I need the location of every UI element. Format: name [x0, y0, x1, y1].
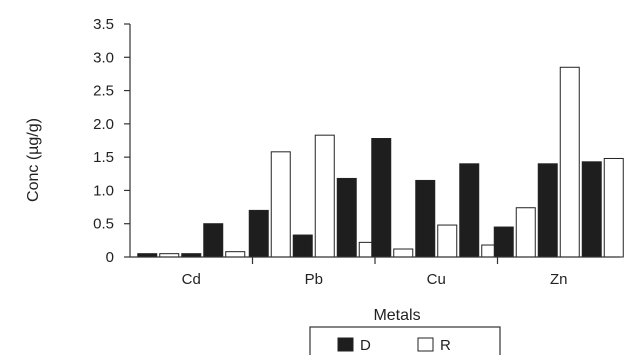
- bar-pb-d: [248, 209, 269, 258]
- y-tick-label: 0: [106, 249, 114, 266]
- bar-zn-d: [581, 161, 602, 258]
- legend-label-r: R: [440, 337, 451, 354]
- legend-swatch-r: [417, 337, 434, 352]
- bar-cd-r: [225, 251, 246, 258]
- bar-cd-d: [203, 223, 224, 258]
- x-tick-label: Zn: [550, 271, 568, 288]
- bar-zn-r: [559, 66, 580, 258]
- y-tick-label: 2.0: [93, 116, 114, 133]
- bar-cu-d: [459, 163, 480, 258]
- legend-label-d: D: [360, 337, 371, 354]
- bar-cu-d: [415, 179, 436, 258]
- x-tick-label: Pb: [305, 271, 323, 288]
- x-tick-label: Cu: [427, 271, 446, 288]
- bar-zn-r: [603, 157, 624, 258]
- bar-pb-r: [270, 151, 291, 258]
- bar-cu-r: [437, 224, 458, 258]
- axes: 0 0.5 1.0 1.5 2.0 2.5 3.0 3.5 Cd Pb Cu Zn: [93, 16, 620, 288]
- y-tick-label: 1.5: [93, 149, 114, 166]
- x-axis-title: Metals: [373, 307, 420, 324]
- y-axis-title: Conc (µg/g): [25, 118, 42, 202]
- y-tick-label: 1.0: [93, 182, 114, 199]
- bar-pb-r: [314, 134, 335, 258]
- bar-cu-r: [393, 248, 414, 258]
- y-tick-label: 2.5: [93, 83, 114, 100]
- bar-zn-d: [493, 226, 514, 258]
- y-tick-label: 3.5: [93, 16, 114, 33]
- bars: [137, 66, 624, 258]
- y-tick-label: 0.5: [93, 216, 114, 233]
- y-tick-label: 3.0: [93, 49, 114, 66]
- bar-zn-r: [515, 207, 536, 258]
- x-tick-label: Cd: [182, 271, 201, 288]
- bar-pb-d: [292, 234, 313, 258]
- bar-zn-d: [537, 163, 558, 258]
- bar-cu-d: [371, 138, 392, 258]
- bar-pb-d: [336, 177, 357, 258]
- legend-swatch-d: [337, 337, 354, 352]
